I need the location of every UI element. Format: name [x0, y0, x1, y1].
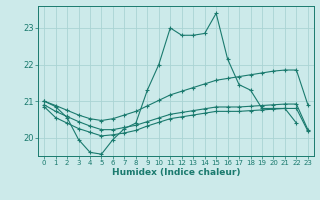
X-axis label: Humidex (Indice chaleur): Humidex (Indice chaleur): [112, 168, 240, 177]
